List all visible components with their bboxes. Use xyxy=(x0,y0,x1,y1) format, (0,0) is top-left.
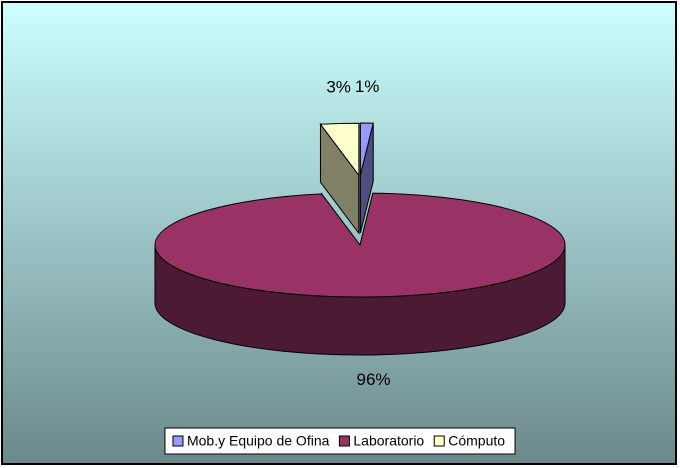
data-label: 3% xyxy=(326,78,351,97)
data-label: 1% xyxy=(355,77,380,96)
data-label: 96% xyxy=(357,370,391,389)
slice xyxy=(319,122,360,177)
legend: Mob.y Equipo de Ofina Laboratorio Cómputo xyxy=(164,427,516,455)
legend-swatch xyxy=(433,435,445,447)
slice xyxy=(359,122,374,176)
legend-swatch xyxy=(338,435,350,447)
slice xyxy=(154,192,566,298)
legend-label: Cómputo xyxy=(448,433,505,449)
legend-swatch xyxy=(172,435,184,447)
legend-label: Laboratorio xyxy=(353,433,424,449)
legend-label: Mob.y Equipo de Ofina xyxy=(187,433,330,449)
